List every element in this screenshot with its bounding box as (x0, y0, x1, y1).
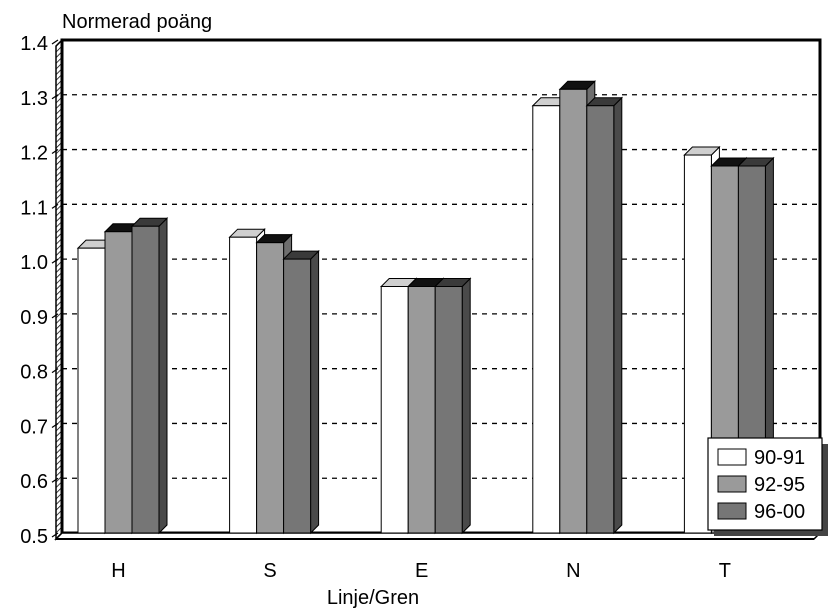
legend-item: 92-95 (717, 474, 805, 496)
bar (585, 96, 624, 535)
y-tick-label: 0.5 (20, 526, 48, 548)
y-tick-label: 1.4 (20, 33, 48, 55)
y-tick-mark (51, 149, 59, 155)
y-tick-mark (51, 258, 59, 264)
x-tick-label: H (111, 560, 125, 582)
y-tick-mark (51, 422, 59, 428)
x-tick-label: N (566, 560, 580, 582)
y-tick-mark (51, 203, 59, 209)
legend-label: 96-00 (754, 501, 805, 523)
y-axis-ticks: 0.5 0.6 0.7 0.8 0.9 1.0 1.1 1.2 1.3 1.4 (20, 33, 59, 548)
y-tick-mark (51, 477, 59, 483)
y-tick-label: 1.1 (20, 197, 48, 219)
legend-item: 90-91 (717, 447, 805, 469)
y-tick-label: 1.2 (20, 143, 48, 165)
x-tick-label: T (719, 560, 731, 582)
legend-swatch (717, 475, 747, 493)
x-tick-label: S (263, 560, 276, 582)
y-tick-label: 1.0 (20, 252, 48, 274)
y-tick-mark (51, 368, 59, 374)
y-tick-label: 0.7 (20, 416, 48, 438)
y-tick-label: 1.3 (20, 88, 48, 110)
y-tick-mark (51, 94, 59, 100)
y-tick-label: 0.8 (20, 362, 48, 384)
legend-swatch (717, 502, 747, 520)
bar (282, 249, 320, 535)
legend-label: 92-95 (754, 474, 805, 496)
x-axis-title: Linje/Gren (327, 587, 419, 609)
y-tick-mark (51, 532, 59, 538)
bars (76, 80, 775, 535)
legend-label: 90-91 (754, 447, 805, 469)
bar (433, 277, 472, 535)
y-tick-mark (51, 313, 59, 319)
y-tick-label: 0.6 (20, 471, 48, 493)
y-tick-label: 0.9 (20, 307, 48, 329)
y-tick-mark (51, 39, 59, 45)
legend-item: 96-00 (717, 501, 805, 523)
y-axis-title: Normerad poäng (62, 11, 212, 33)
legend-swatch (717, 448, 747, 466)
x-tick-label: E (415, 560, 428, 582)
bar (130, 217, 169, 535)
legend: 90-91 92-95 96-00 (707, 437, 828, 536)
